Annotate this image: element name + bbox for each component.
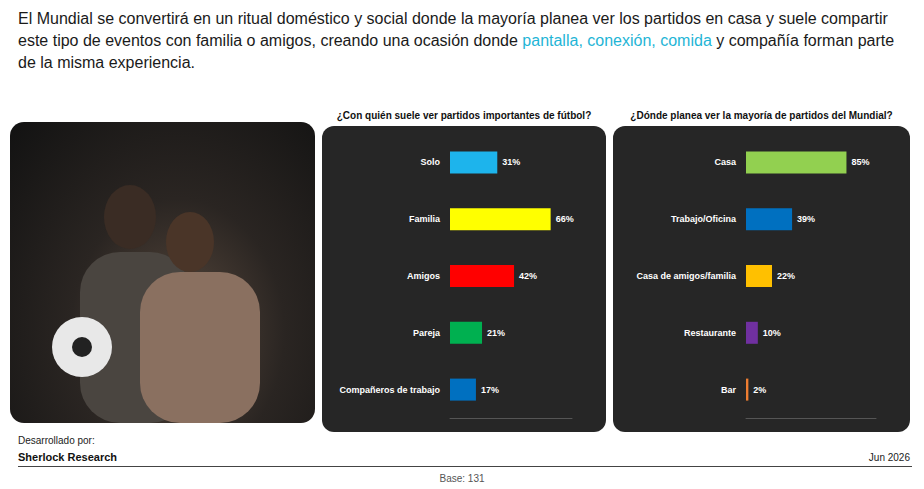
svg-text:21%: 21% (487, 328, 505, 338)
svg-text:Solo: Solo (421, 157, 441, 167)
svg-text:Casa de amigos/familia: Casa de amigos/familia (636, 271, 737, 281)
html-text:Jun 2026: Jun 2026 (868, 452, 910, 463)
svg-text:Restaurante: Restaurante (684, 328, 736, 338)
html-text:¿Con quién suele ver partidos: ¿Con quién suele ver partidos importante… (336, 110, 592, 121)
svg-text:Amigos: Amigos (407, 271, 440, 281)
svg-text:39%: 39% (797, 214, 815, 224)
html-text:¿Dónde planea ver la mayoría d: ¿Dónde planea ver la mayoría de partidos… (630, 110, 893, 121)
svg-text:Casa: Casa (714, 157, 737, 167)
svg-text:22%: 22% (777, 271, 795, 281)
html-text:Desarrollado por:: Desarrollado por: (18, 435, 95, 446)
html-text:El Mundial se convertirá en un: El Mundial se convertirá en un ritual do… (18, 10, 895, 71)
svg-text:10%: 10% (763, 328, 781, 338)
svg-text:66%: 66% (556, 214, 574, 224)
svg-text:85%: 85% (851, 157, 869, 167)
svg-text:17%: 17% (481, 385, 499, 395)
svg-text:Trabajo/Oficina: Trabajo/Oficina (671, 214, 737, 224)
svg-text:42%: 42% (519, 271, 537, 281)
html-text:Base: 131: Base: 131 (439, 473, 485, 484)
svg-text:2%: 2% (753, 385, 766, 395)
svg-text:31%: 31% (502, 157, 520, 167)
svg-text:Pareja: Pareja (413, 328, 441, 338)
svg-text:Bar: Bar (721, 385, 737, 395)
html-text:Sherlock Research: Sherlock Research (18, 451, 118, 463)
svg-text:Familia: Familia (409, 214, 441, 224)
svg-text:Compañeros de trabajo: Compañeros de trabajo (339, 385, 440, 395)
